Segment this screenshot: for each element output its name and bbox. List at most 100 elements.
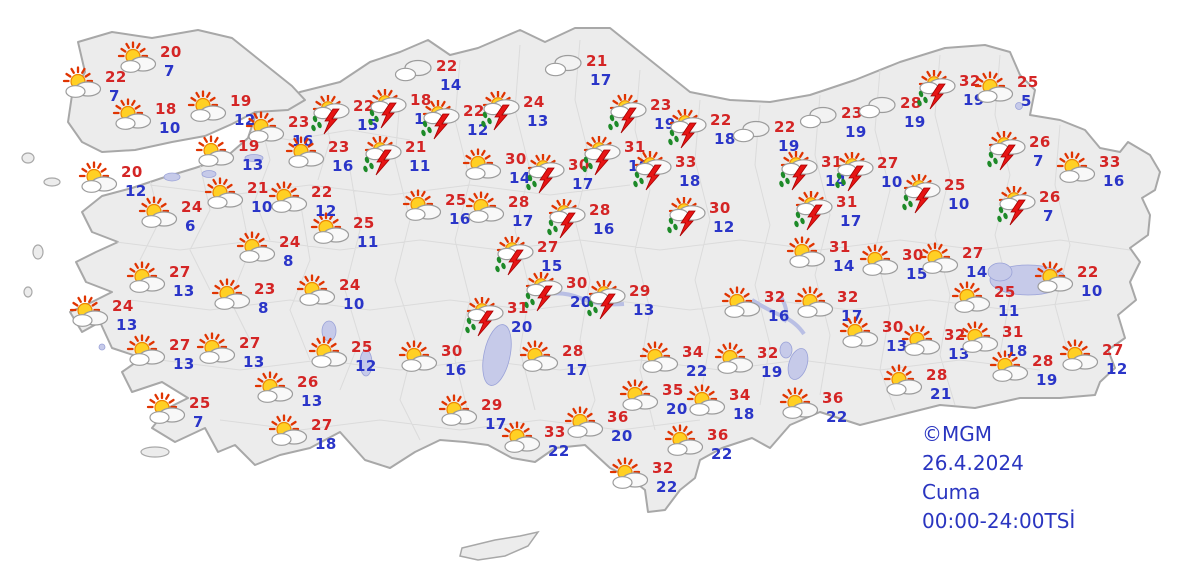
low-temp-label: 10 [343, 295, 365, 313]
low-temp-label: 22 [686, 362, 708, 380]
low-temp-label: 12 [125, 182, 147, 200]
low-temp-label: 16 [1103, 172, 1125, 190]
sun-cloud-icon [436, 394, 482, 434]
high-temp-label: 28 [589, 201, 611, 219]
low-temp-label: 15 [906, 265, 928, 283]
sun-cloud-icon [617, 379, 663, 419]
high-temp-label: 22 [463, 102, 485, 120]
high-temp-label: 22 [436, 57, 458, 75]
high-temp-label: 28 [1032, 352, 1054, 370]
low-temp-label: 11 [998, 302, 1020, 320]
low-temp-label: 14 [440, 76, 462, 94]
low-temp-label: 18 [315, 435, 337, 453]
high-temp-label: 22 [353, 97, 375, 115]
sun-cloud-icon [562, 406, 608, 446]
high-temp-label: 28 [508, 193, 530, 211]
low-temp-label: 13 [633, 301, 655, 319]
low-temp-label: 11 [357, 233, 379, 251]
high-temp-label: 24 [181, 198, 203, 216]
thunderstorm-icon [365, 88, 411, 129]
low-temp-label: 10 [1081, 282, 1103, 300]
sun-cloud-icon [294, 274, 340, 314]
low-temp-label: 19 [654, 115, 676, 133]
sun-cloud-icon [460, 148, 506, 188]
thunderstorm-icon [523, 153, 569, 194]
thunderstorm-icon [664, 196, 710, 237]
low-temp-label: 12 [355, 357, 377, 375]
low-temp-label: 13 [116, 316, 138, 334]
cloudy-icon [541, 50, 587, 90]
attribution-copyright: ©MGM [922, 422, 993, 446]
high-temp-label: 22 [774, 118, 796, 136]
high-temp-label: 27 [169, 336, 191, 354]
thunderstorm-icon [308, 94, 354, 135]
high-temp-label: 33 [544, 423, 566, 441]
thunderstorm-icon [914, 69, 960, 110]
sun-cloud-icon [76, 161, 122, 201]
low-temp-label: 10 [159, 119, 181, 137]
sun-cloud-icon [777, 387, 823, 427]
low-temp-label: 20 [666, 400, 688, 418]
sun-cloud-icon [136, 196, 182, 236]
low-temp-label: 7 [1033, 152, 1044, 170]
high-temp-label: 36 [707, 426, 729, 444]
high-temp-label: 18 [410, 91, 432, 109]
sun-cloud-icon [837, 316, 883, 356]
sun-cloud-icon [499, 421, 545, 461]
lake-uluabat [163, 172, 181, 182]
high-temp-label: 27 [169, 263, 191, 281]
lake-tuz [482, 324, 512, 386]
high-temp-label: 29 [481, 396, 503, 414]
thunderstorm-icon [776, 150, 822, 191]
low-temp-label: 22 [826, 408, 848, 426]
sun-cloud-icon [308, 212, 354, 252]
thunderstorm-icon [994, 185, 1040, 226]
low-temp-label: 17 [590, 71, 612, 89]
high-temp-label: 30 [902, 246, 924, 264]
sun-cloud-icon [67, 295, 113, 335]
high-temp-label: 29 [629, 282, 651, 300]
high-temp-label: 24 [279, 233, 301, 251]
low-temp-label: 17 [485, 415, 507, 433]
ataturk-dam [787, 348, 809, 380]
sun-cloud-icon [949, 281, 995, 321]
attribution-period: 00:00-24:00TSİ [922, 509, 1076, 533]
high-temp-label: 27 [962, 244, 984, 262]
high-temp-label: 20 [121, 163, 143, 181]
high-temp-label: 26 [1029, 133, 1051, 151]
low-temp-label: 19 [845, 123, 867, 141]
low-temp-label: 12 [1106, 360, 1128, 378]
sun-cloud-icon [252, 371, 298, 411]
high-temp-label: 21 [247, 179, 269, 197]
cloudy-icon [729, 116, 775, 156]
low-temp-label: 7 [164, 62, 175, 80]
high-temp-label: 36 [607, 408, 629, 426]
high-temp-label: 28 [562, 342, 584, 360]
low-temp-label: 12 [713, 218, 735, 236]
high-temp-label: 31 [829, 238, 851, 256]
high-temp-label: 27 [877, 154, 899, 172]
low-temp-label: 18 [679, 172, 701, 190]
low-temp-label: 19 [1036, 371, 1058, 389]
low-temp-label: 13 [301, 392, 323, 410]
thunderstorm-icon [579, 135, 625, 176]
low-temp-label: 16 [593, 220, 615, 238]
thunderstorm-icon [544, 198, 590, 239]
high-temp-label: 21 [405, 138, 427, 156]
lake-cildir [1015, 102, 1023, 110]
attribution-block: ©MGM 26.4.2024 Cuma 00:00-24:00TSİ [922, 420, 1075, 536]
low-temp-label: 17 [572, 175, 594, 193]
sun-cloud-icon [60, 66, 106, 106]
thunderstorm-icon [832, 151, 878, 192]
high-temp-label: 25 [353, 214, 375, 232]
sun-cloud-icon [987, 350, 1033, 390]
sun-cloud-icon [110, 98, 156, 138]
thunderstorm-icon [584, 279, 630, 320]
high-temp-label: 34 [729, 386, 751, 404]
high-temp-label: 19 [230, 92, 252, 110]
high-temp-label: 23 [650, 96, 672, 114]
high-temp-label: 33 [675, 153, 697, 171]
sun-cloud-icon [1032, 261, 1078, 301]
low-temp-label: 13 [886, 337, 908, 355]
high-temp-label: 26 [1039, 188, 1061, 206]
